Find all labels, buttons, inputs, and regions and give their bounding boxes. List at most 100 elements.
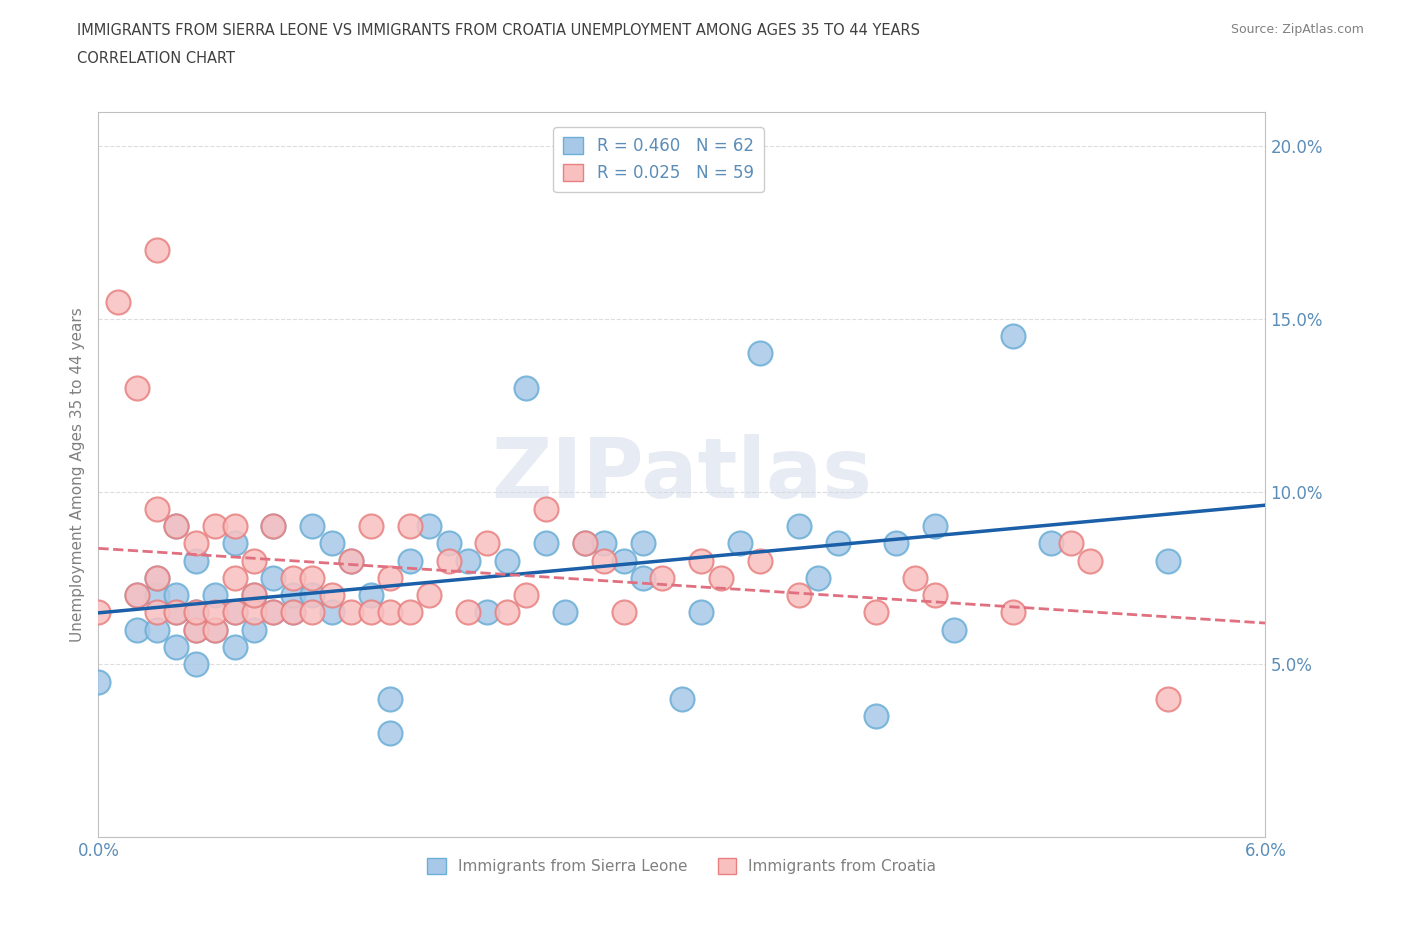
- Point: [165, 605, 187, 620]
- Text: ZIPatlas: ZIPatlas: [492, 433, 872, 515]
- Point: [631, 536, 654, 551]
- Point: [146, 588, 169, 603]
- Point: [301, 519, 323, 534]
- Point: [437, 553, 460, 568]
- Point: [127, 380, 149, 395]
- Point: [281, 605, 304, 620]
- Point: [281, 570, 304, 585]
- Point: [184, 605, 207, 620]
- Point: [184, 605, 207, 620]
- Point: [146, 570, 169, 585]
- Point: [690, 605, 713, 620]
- Point: [398, 553, 420, 568]
- Point: [477, 605, 499, 620]
- Point: [730, 536, 752, 551]
- Point: [165, 588, 187, 603]
- Point: [515, 588, 537, 603]
- Point: [631, 570, 654, 585]
- Point: [243, 588, 266, 603]
- Point: [574, 536, 596, 551]
- Point: [748, 346, 770, 361]
- Point: [127, 588, 149, 603]
- Point: [184, 553, 207, 568]
- Point: [534, 536, 557, 551]
- Point: [184, 657, 207, 671]
- Point: [554, 605, 576, 620]
- Point: [457, 605, 479, 620]
- Point: [301, 605, 323, 620]
- Point: [437, 536, 460, 551]
- Point: [593, 536, 616, 551]
- Point: [87, 674, 110, 689]
- Point: [884, 536, 907, 551]
- Point: [515, 380, 537, 395]
- Point: [204, 622, 226, 637]
- Point: [340, 553, 363, 568]
- Point: [184, 622, 207, 637]
- Point: [671, 691, 693, 706]
- Point: [243, 553, 266, 568]
- Point: [301, 588, 323, 603]
- Point: [398, 605, 420, 620]
- Point: [613, 605, 636, 620]
- Point: [865, 605, 887, 620]
- Point: [224, 605, 246, 620]
- Point: [924, 519, 946, 534]
- Point: [262, 519, 284, 534]
- Point: [224, 519, 246, 534]
- Point: [107, 294, 129, 309]
- Point: [281, 605, 304, 620]
- Point: [613, 553, 636, 568]
- Point: [360, 588, 382, 603]
- Point: [380, 605, 402, 620]
- Point: [224, 536, 246, 551]
- Point: [418, 519, 440, 534]
- Point: [1157, 691, 1180, 706]
- Point: [418, 588, 440, 603]
- Point: [262, 519, 284, 534]
- Point: [904, 570, 927, 585]
- Point: [243, 605, 266, 620]
- Point: [204, 622, 226, 637]
- Y-axis label: Unemployment Among Ages 35 to 44 years: Unemployment Among Ages 35 to 44 years: [69, 307, 84, 642]
- Point: [651, 570, 673, 585]
- Point: [165, 519, 187, 534]
- Point: [398, 519, 420, 534]
- Point: [204, 519, 226, 534]
- Point: [457, 553, 479, 568]
- Point: [380, 691, 402, 706]
- Point: [943, 622, 966, 637]
- Point: [184, 536, 207, 551]
- Point: [146, 243, 169, 258]
- Point: [924, 588, 946, 603]
- Point: [87, 605, 110, 620]
- Point: [748, 553, 770, 568]
- Point: [243, 622, 266, 637]
- Point: [690, 553, 713, 568]
- Point: [1157, 553, 1180, 568]
- Point: [204, 605, 226, 620]
- Point: [1040, 536, 1063, 551]
- Point: [534, 501, 557, 516]
- Point: [146, 570, 169, 585]
- Point: [127, 622, 149, 637]
- Point: [262, 605, 284, 620]
- Point: [127, 588, 149, 603]
- Text: CORRELATION CHART: CORRELATION CHART: [77, 51, 235, 66]
- Point: [865, 709, 887, 724]
- Point: [496, 605, 519, 620]
- Point: [710, 570, 733, 585]
- Point: [146, 605, 169, 620]
- Point: [301, 570, 323, 585]
- Point: [262, 605, 284, 620]
- Point: [380, 726, 402, 741]
- Point: [165, 519, 187, 534]
- Point: [574, 536, 596, 551]
- Point: [380, 570, 402, 585]
- Point: [340, 553, 363, 568]
- Point: [496, 553, 519, 568]
- Point: [321, 536, 343, 551]
- Point: [262, 570, 284, 585]
- Point: [243, 588, 266, 603]
- Point: [360, 605, 382, 620]
